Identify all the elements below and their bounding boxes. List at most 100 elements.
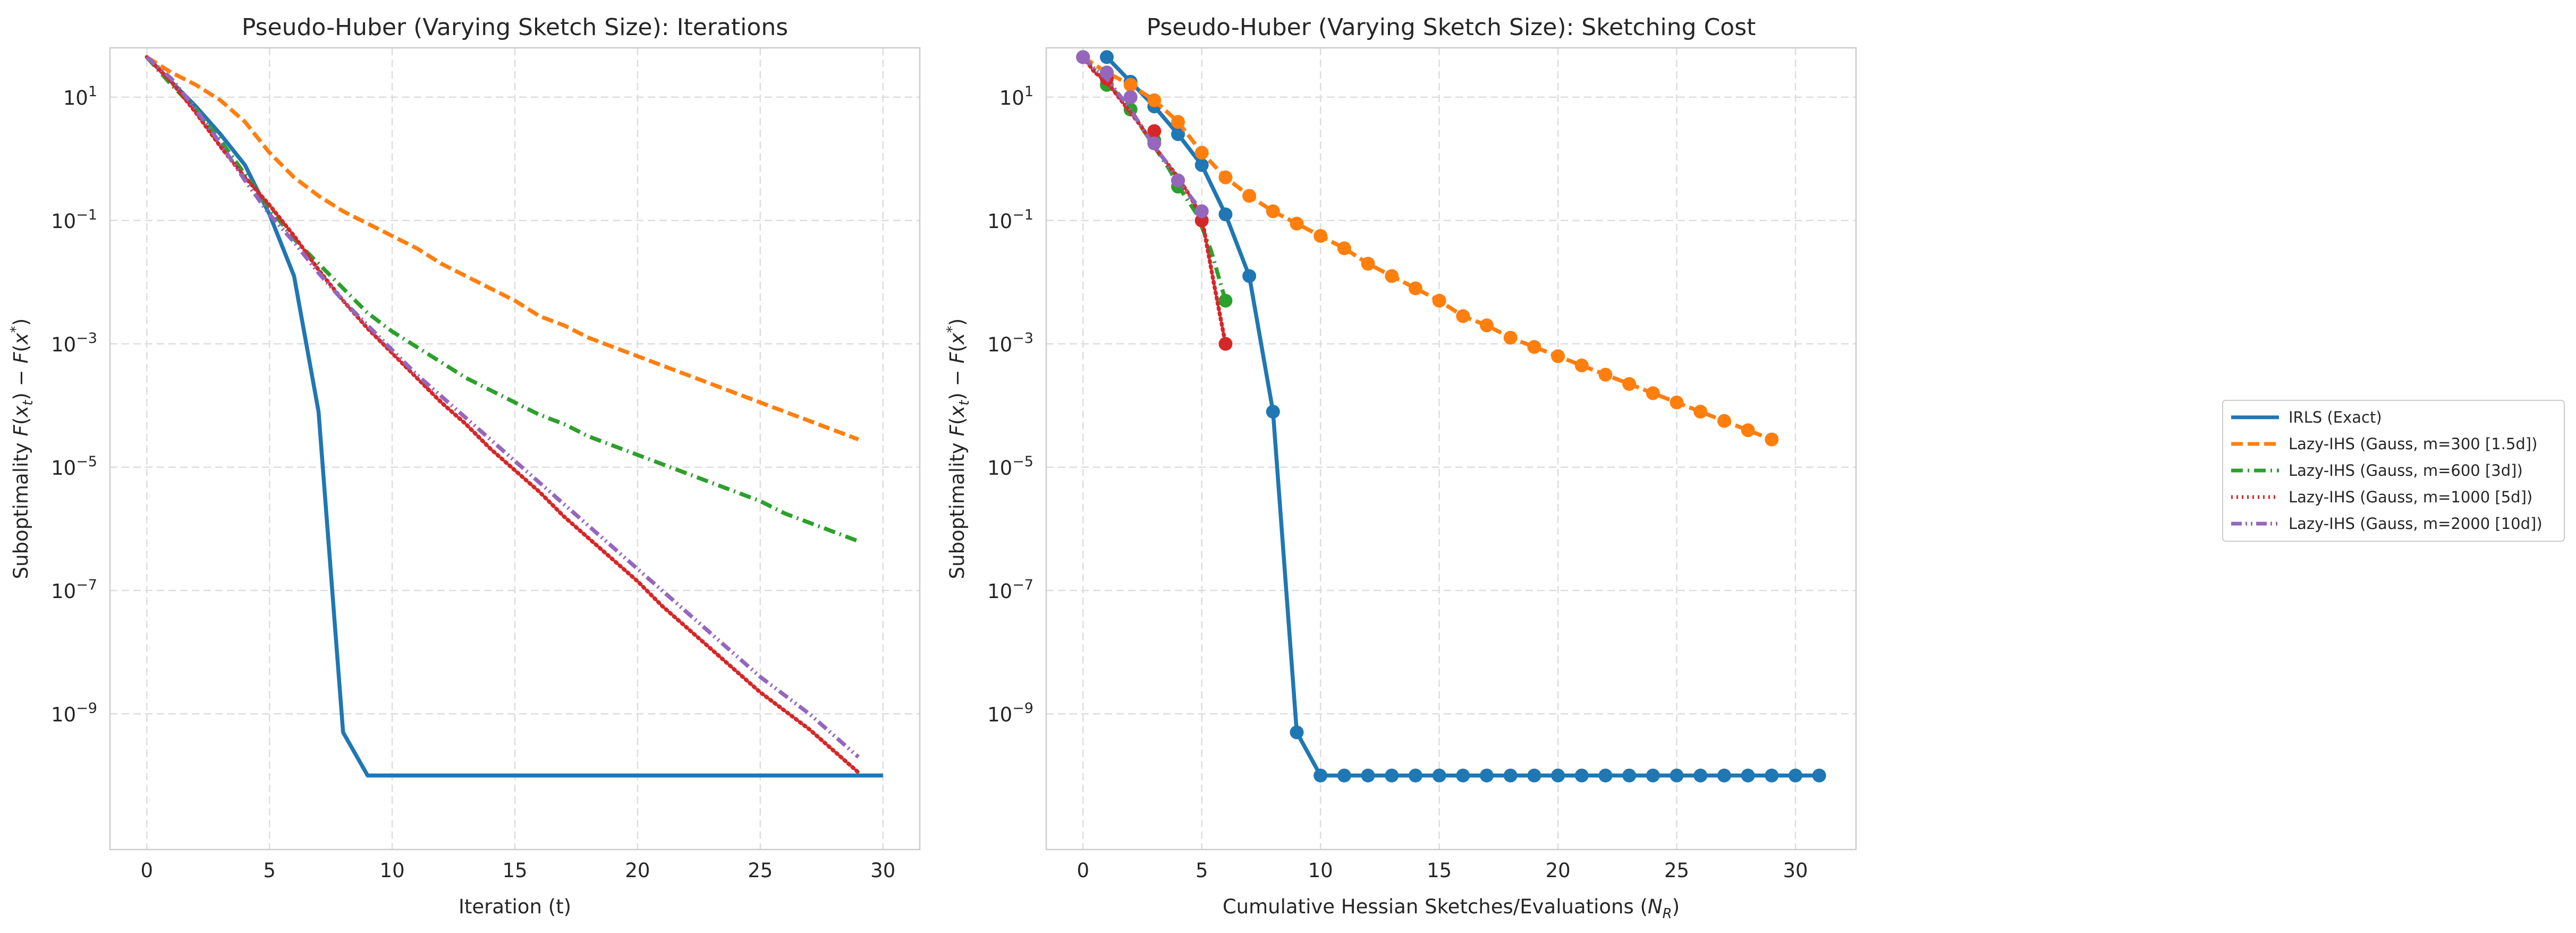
data-point	[1123, 90, 1138, 104]
legend-entry-m2000: Lazy-IHS (Gauss, m=2000 [10d])	[2231, 515, 2543, 533]
series-m2000	[1076, 50, 1209, 218]
data-point	[1171, 115, 1185, 129]
data-point	[1789, 768, 1803, 783]
data-point	[1622, 768, 1637, 783]
x-tick-label: 10	[380, 859, 405, 882]
y-label-close: )	[10, 318, 32, 326]
data-point	[1408, 281, 1422, 296]
legend-box	[2222, 400, 2565, 542]
y-label-x-star: x	[10, 332, 32, 345]
y-label-prefix: Suboptimality	[10, 436, 32, 579]
y-label-sub-t: t	[956, 400, 972, 406]
data-point	[1717, 768, 1731, 783]
data-point	[1218, 337, 1233, 351]
x-tick-label: 25	[748, 859, 773, 882]
series-m300	[1076, 50, 1779, 447]
y-tick-exponent: −5	[76, 453, 97, 470]
y-tick-exponent: −5	[1012, 453, 1033, 470]
data-point	[1171, 173, 1185, 188]
y-tick-exponent: −9	[76, 700, 97, 717]
data-point	[1218, 207, 1233, 222]
data-point	[1266, 405, 1280, 419]
data-point	[1099, 65, 1114, 80]
series-line	[146, 55, 859, 442]
x-tick-label: 5	[263, 859, 276, 882]
legend-entry-m300: Lazy-IHS (Gauss, m=300 [1.5d])	[2231, 435, 2537, 453]
data-point	[1693, 768, 1708, 783]
y-tick-label: 10−1	[51, 207, 97, 233]
y-tick-exponent: −7	[76, 577, 97, 593]
data-point	[1385, 768, 1399, 783]
y-label-close: )	[946, 318, 969, 326]
y-tick-label: 10−3	[987, 330, 1033, 356]
series-m2000	[145, 55, 860, 759]
y-tick-exponent: −7	[1012, 577, 1033, 593]
data-point	[1432, 293, 1446, 308]
y-label-star: *	[944, 326, 960, 333]
y-tick-exponent: −1	[76, 207, 97, 223]
y-tick-base: 10	[987, 333, 1012, 356]
data-point	[1194, 146, 1209, 160]
series-layer	[145, 55, 883, 778]
y-axis-label: Suboptimality F(xt) − F(x*)	[944, 318, 972, 579]
data-point	[1598, 768, 1613, 783]
y-tick-base: 10	[987, 457, 1012, 480]
data-point	[1551, 768, 1565, 783]
grid	[110, 48, 920, 850]
data-point	[1337, 241, 1351, 255]
legend-label: Lazy-IHS (Gauss, m=2000 [10d])	[2289, 515, 2543, 533]
x-tick-label: 5	[1196, 859, 1208, 882]
y-label-paren2: (	[946, 344, 969, 352]
data-point	[1527, 340, 1541, 354]
y-label-F-star: F	[946, 352, 969, 364]
series-irls	[1099, 50, 1826, 783]
x-tick-label: 30	[870, 859, 895, 882]
y-tick-label: 10−3	[51, 330, 97, 356]
legend-label: Lazy-IHS (Gauss, m=300 [1.5d])	[2289, 435, 2537, 453]
data-point	[1337, 768, 1351, 783]
y-label-F-star: F	[10, 352, 32, 364]
legend-label: Lazy-IHS (Gauss, m=600 [3d])	[2289, 461, 2523, 480]
data-point	[1646, 386, 1660, 400]
y-tick-label: 10−9	[987, 700, 1033, 726]
legend-label: IRLS (Exact)	[2289, 408, 2382, 426]
y-label-paren2: (	[10, 344, 32, 352]
y-label-mid: ) −	[946, 364, 969, 400]
legend-entry-m1000: Lazy-IHS (Gauss, m=1000 [5d])	[2231, 488, 2532, 506]
data-point	[1147, 124, 1162, 138]
plot-frame	[1045, 47, 1857, 851]
y-tick-base: 10	[51, 210, 76, 233]
x-tick-label: 25	[1664, 859, 1689, 882]
y-tick-label: 10−9	[51, 700, 97, 726]
data-point	[1099, 50, 1114, 64]
data-point	[1266, 204, 1280, 218]
data-point	[1670, 396, 1684, 409]
data-point	[1456, 309, 1470, 323]
y-label-paren: (	[946, 417, 969, 425]
data-point	[1480, 318, 1494, 332]
x-tick-label: 0	[1077, 859, 1089, 882]
series-line	[145, 55, 861, 775]
y-tick-base: 10	[51, 333, 76, 356]
y-tick-base: 10	[999, 87, 1024, 110]
y-label-F: F	[10, 425, 32, 436]
series-layer	[1076, 50, 1826, 783]
data-point	[1242, 189, 1257, 203]
y-tick-label: 10−7	[987, 577, 1033, 603]
data-point	[1693, 405, 1708, 419]
data-point	[1314, 768, 1328, 783]
y-tick-base: 10	[51, 703, 76, 726]
data-point	[1765, 768, 1779, 783]
data-point	[1598, 367, 1613, 382]
data-point	[1147, 93, 1162, 107]
x-tick-label: 10	[1308, 859, 1333, 882]
data-point	[1812, 768, 1826, 783]
legend-entry-irls: IRLS (Exact)	[2231, 408, 2382, 426]
data-point	[1290, 216, 1304, 231]
x-tick-label: 15	[502, 859, 527, 882]
x-tick-label: 20	[625, 859, 650, 882]
y-label-x: x	[10, 405, 32, 418]
y-tick-label: 101	[63, 83, 97, 110]
legend-label: Lazy-IHS (Gauss, m=1000 [5d])	[2289, 488, 2532, 506]
